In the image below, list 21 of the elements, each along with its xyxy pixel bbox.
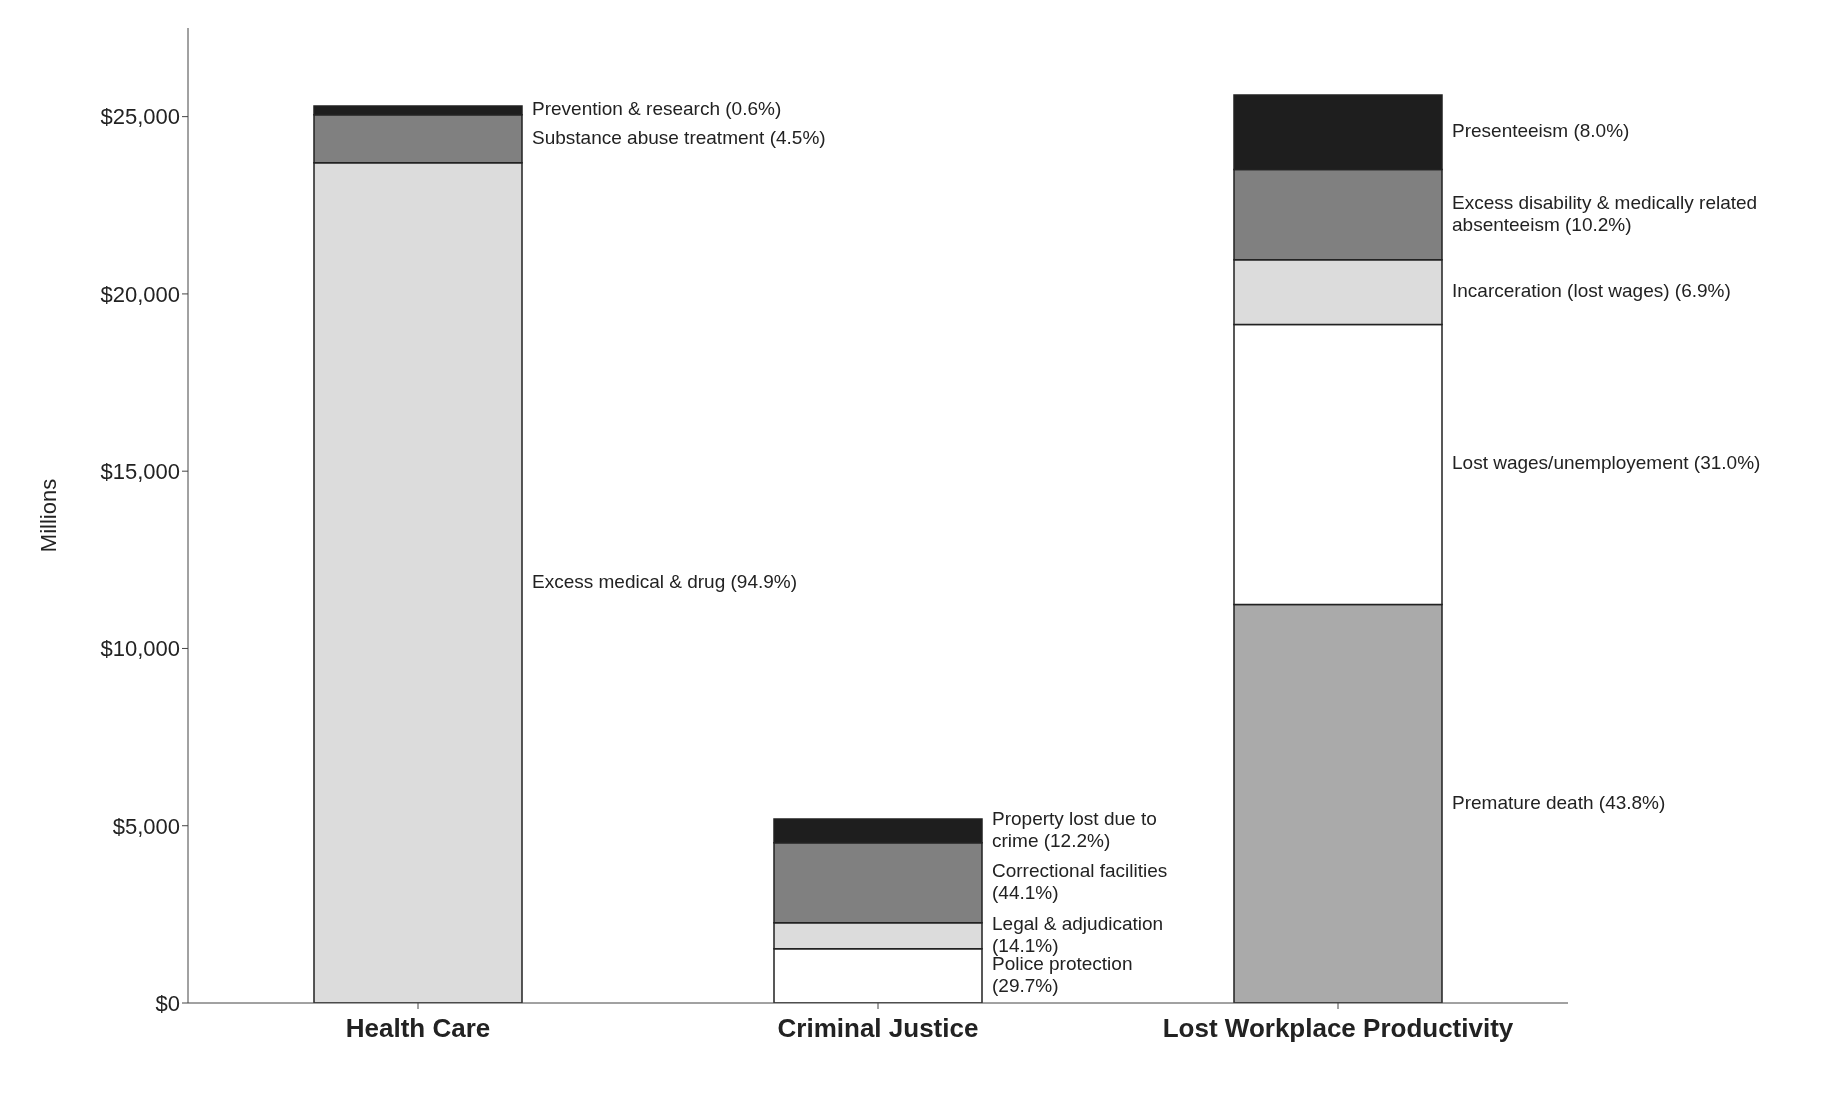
series-label: Excess medical & drug (94.9%) [532, 570, 798, 592]
x-tick-label: Lost Workplace Productivity [1162, 1013, 1514, 1044]
y-tick-label: $20,000 [100, 281, 180, 307]
x-tick-label: Health Care [345, 1013, 491, 1044]
series-label: Property lost due to crime (12.2%) [992, 807, 1157, 851]
y-tick-label: $15,000 [100, 458, 180, 484]
series-label: Premature death (43.8%) [1452, 791, 1666, 813]
y-tick-label: $5,000 [112, 813, 180, 839]
series-label: Legal & adjudication (14.1%) [992, 912, 1164, 956]
x-tick-label: Criminal Justice [777, 1013, 979, 1044]
y-tick-label: $10,000 [100, 636, 180, 662]
series-label: Correctional facilities (44.1%) [992, 859, 1168, 903]
series-label: Substance abuse treatment (4.5%) [532, 126, 826, 148]
series-label: Lost wages/unemployement (31.0%) [1452, 452, 1761, 474]
series-label: Presenteeism (8.0%) [1452, 120, 1630, 142]
y-tick-label: $0 [155, 990, 180, 1016]
y-axis-title: Millions [35, 478, 61, 553]
series-label: Prevention & research (0.6%) [532, 98, 782, 120]
series-label: Excess disability & medically related absenteeism (10.2%) [1452, 191, 1758, 235]
series-label: Incarceration (lost wages) (6.9%) [1452, 280, 1731, 302]
y-tick-label: $25,000 [100, 104, 180, 130]
